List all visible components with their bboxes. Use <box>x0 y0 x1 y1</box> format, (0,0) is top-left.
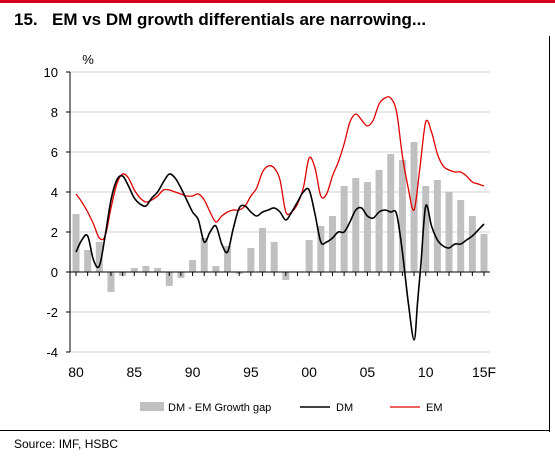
bar-gap <box>305 240 313 272</box>
bar-gap <box>398 160 406 272</box>
bar-gap <box>433 180 441 272</box>
y-tick-label: 8 <box>51 105 58 120</box>
legend-label-gap: DM - EM Growth gap <box>168 402 271 414</box>
bar-gap <box>422 186 430 272</box>
bar-gap <box>247 248 255 272</box>
bar-gap <box>154 268 162 272</box>
y-tick-label: -2 <box>46 305 58 320</box>
bar-gap <box>328 216 336 272</box>
x-tick-label: 85 <box>126 364 142 380</box>
legend-swatch-gap <box>140 402 164 411</box>
bar-gap <box>84 250 92 272</box>
y-tick-label: 2 <box>51 225 58 240</box>
header-rule <box>0 0 555 3</box>
bar-gap <box>480 234 488 272</box>
bar-gap <box>375 170 383 272</box>
axes: -4 -2 0 2 4 6 8 10% 80 85 90 95 00 05 10 15F <box>44 52 497 380</box>
gridlines <box>70 71 490 353</box>
chart-plot: -4 -2 0 2 4 6 8 10% 80 85 90 95 00 05 10 15F DM - EM Gr… <box>44 52 497 414</box>
chart-title-text: EM vs DM growth differentials are narrow… <box>52 10 427 29</box>
line-series <box>75 96 485 341</box>
line-series-em <box>75 96 485 241</box>
panel-right-border <box>549 36 550 432</box>
bar-gap <box>107 272 115 292</box>
bar-gap <box>130 268 138 272</box>
bar-gap <box>95 242 103 272</box>
x-tick-label: 95 <box>243 364 259 380</box>
bar-gap <box>224 246 232 272</box>
bar-gap <box>200 238 208 272</box>
line-series-dm <box>75 173 485 341</box>
bar-gap <box>352 178 360 272</box>
bar-gap <box>270 242 278 272</box>
panel-bottom-border <box>0 430 550 431</box>
bar-gap <box>445 192 453 272</box>
chart-title: 15. EM vs DM growth differentials are nar… <box>14 10 426 30</box>
bar-gap <box>468 216 476 272</box>
chart-number: 15. <box>14 10 38 29</box>
bar-gap <box>363 182 371 272</box>
x-tick-label: 10 <box>418 364 434 380</box>
x-tick-label: 90 <box>185 364 201 380</box>
bar-gap <box>212 266 220 272</box>
x-tick-label: 05 <box>360 364 376 380</box>
y-tick-label: 4 <box>51 185 58 200</box>
y-axis-unit-label: % <box>82 52 94 67</box>
x-tick-label: 00 <box>301 364 317 380</box>
y-tick-label: 0 <box>51 265 58 280</box>
bar-series-gap <box>72 142 488 292</box>
bar-gap <box>387 154 395 272</box>
legend: DM - EM Growth gap DM EM <box>140 402 443 414</box>
x-tick-label: 15F <box>472 364 496 380</box>
bar-gap <box>317 226 325 272</box>
bar-gap <box>259 228 267 272</box>
legend-label-dm: DM <box>336 402 353 414</box>
bar-gap <box>457 200 465 272</box>
bar-gap <box>340 186 348 272</box>
x-tick-label: 80 <box>68 364 84 380</box>
legend-label-em: EM <box>426 402 443 414</box>
bar-gap <box>165 272 173 286</box>
y-tick-label: 10 <box>44 65 58 80</box>
y-tick-label: 6 <box>51 145 58 160</box>
y-tick-label: -4 <box>46 345 58 360</box>
bar-gap <box>142 266 150 272</box>
source-note: Source: IMF, HSBC <box>14 437 119 451</box>
bar-gap <box>410 142 418 272</box>
bar-gap <box>72 214 80 272</box>
bar-gap <box>189 260 197 272</box>
